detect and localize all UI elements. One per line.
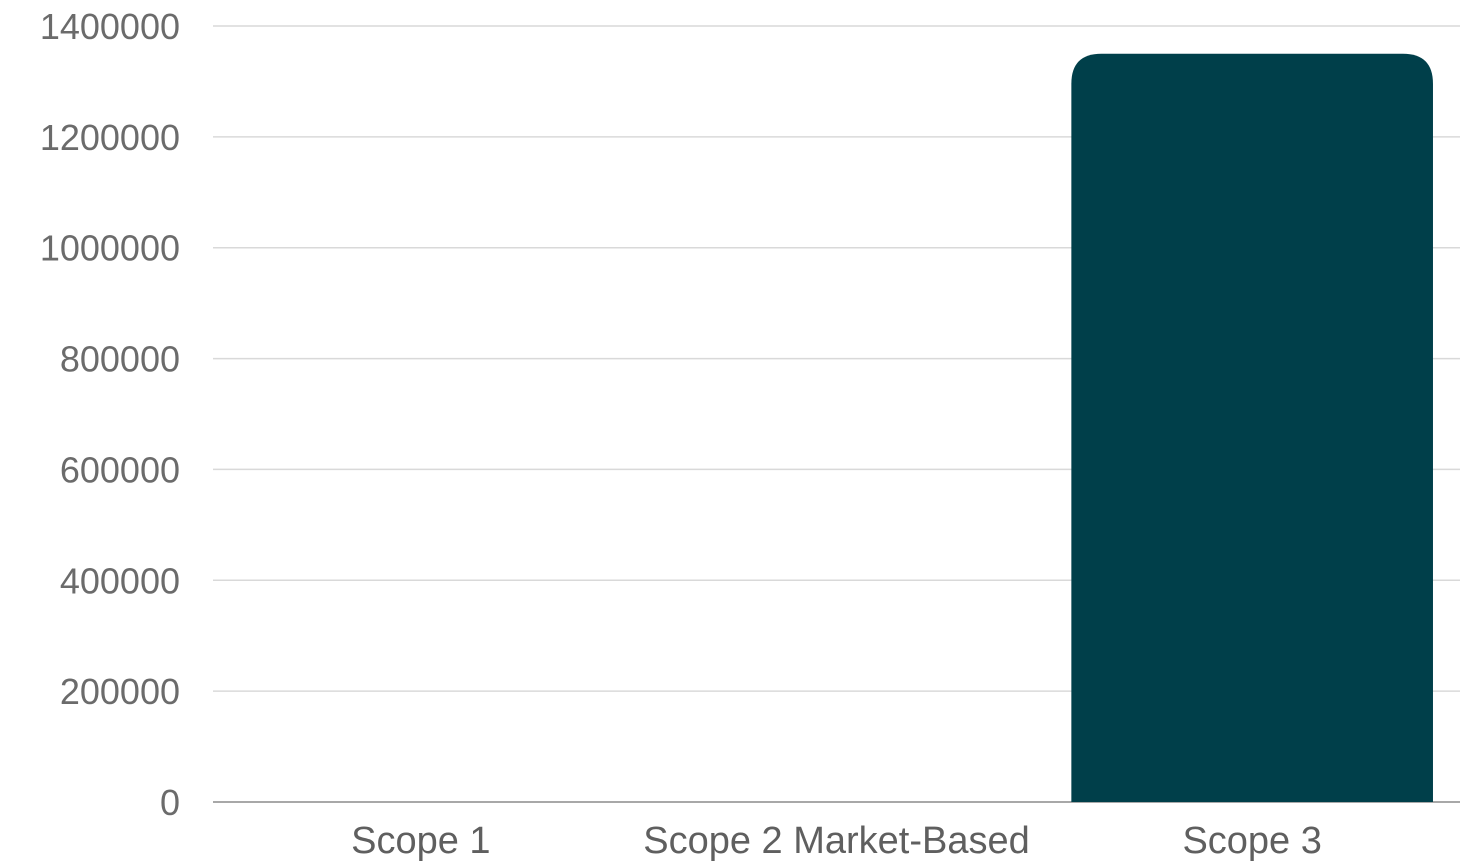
x-category-label: Scope 1 <box>351 820 490 862</box>
gridlines <box>213 25 1460 803</box>
x-axis-categories: Scope 1 Scope 2 Market-Based Scope 3 <box>351 820 1322 862</box>
y-tick-label: 200000 <box>60 671 180 712</box>
y-tick-label: 800000 <box>60 339 180 380</box>
y-tick-label: 0 <box>160 782 180 823</box>
y-tick-label: 1000000 <box>40 228 180 269</box>
y-tick-label: 1200000 <box>40 117 180 158</box>
bar-scope-3 <box>1071 53 1433 802</box>
y-axis-ticks: 0 200000 400000 600000 800000 1000000 1200000 1… <box>40 6 180 823</box>
y-tick-label: 1400000 <box>40 6 180 47</box>
y-tick-label: 600000 <box>60 449 180 490</box>
x-category-label: Scope 2 Market-Based <box>643 820 1030 862</box>
bars <box>1071 53 1433 802</box>
x-category-label: Scope 3 <box>1182 820 1321 862</box>
y-tick-label: 400000 <box>60 560 180 601</box>
